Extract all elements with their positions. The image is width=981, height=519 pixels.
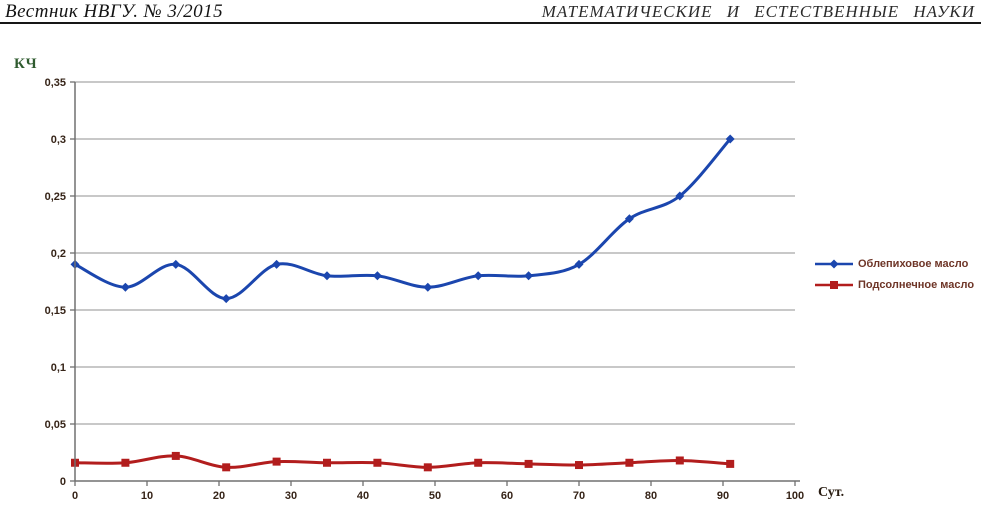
y-tick-label: 0,35	[45, 77, 66, 89]
data-point-square	[575, 461, 583, 470]
y-tick-label: 0,1	[51, 362, 66, 374]
data-point-square	[625, 458, 634, 467]
x-tick-labels: 0 10 20 30 40 50 60 70 80 90 100	[72, 481, 804, 502]
data-point-diamond	[524, 271, 534, 281]
data-point-diamond	[120, 282, 130, 292]
data-point-square	[121, 458, 130, 467]
gridlines	[75, 81, 795, 425]
square-marker-icon	[815, 281, 853, 289]
journal-title: Вестник НВГУ. № 3/2015	[5, 1, 224, 22]
x-tick-label: 60	[501, 490, 513, 502]
data-point-square	[373, 458, 382, 467]
journal-header: Вестник НВГУ. № 3/2015 МАТЕМАТИЧЕСКИЕ И …	[0, 0, 981, 22]
x-tick-label: 70	[573, 490, 585, 502]
x-tick-label: 20	[213, 490, 225, 502]
series-line-2	[73, 454, 732, 469]
data-point-square	[323, 458, 331, 467]
data-point-diamond	[473, 271, 483, 281]
y-tick-label: 0,25	[45, 191, 66, 203]
data-point-square	[524, 459, 533, 468]
data-point-diamond	[624, 214, 634, 224]
data-point-diamond	[322, 271, 332, 281]
x-tick-label: 40	[357, 490, 369, 502]
x-tick-label: 100	[786, 490, 804, 502]
x-tick-label: 0	[72, 490, 78, 502]
series-markers-1	[70, 134, 735, 304]
chart-legend: Облепиховое масло Подсолнечное масло	[815, 257, 974, 292]
y-tick-label: 0,2	[51, 248, 66, 260]
data-point-diamond	[675, 191, 685, 201]
data-point-square	[675, 456, 684, 465]
data-point-diamond	[272, 259, 282, 269]
x-tick-label: 30	[285, 490, 297, 502]
legend-item-1: Облепиховое масло	[815, 257, 974, 271]
data-point-diamond	[221, 294, 231, 304]
x-tick-label: 90	[717, 490, 729, 502]
data-point-square	[171, 451, 180, 460]
data-point-diamond	[423, 282, 433, 292]
data-point-diamond	[372, 271, 382, 281]
y-tick-label: 0	[60, 476, 66, 488]
legend-item-label: Подсолнечное масло	[858, 279, 975, 291]
y-axis-title: КЧ	[14, 56, 38, 72]
data-point-diamond	[725, 134, 735, 144]
x-tick-label: 80	[645, 490, 657, 502]
header-rule	[0, 22, 981, 24]
y-tick-label: 0,15	[45, 305, 66, 317]
y-tick-labels: 0 0,05 0,1 0,15 0,2 0,25 0,3 0,35	[45, 77, 75, 488]
series-markers-2	[71, 451, 735, 472]
legend-item-label: Облепиховое масло	[858, 258, 969, 270]
x-axis-title: Сут.	[818, 485, 845, 500]
data-point-square	[222, 463, 231, 472]
data-point-square	[423, 463, 432, 472]
journal-section-title: МАТЕМАТИЧЕСКИЕ И ЕСТЕСТВЕННЫЕ НАУКИ	[541, 2, 975, 21]
y-tick-label: 0,05	[45, 419, 66, 431]
data-point-square	[272, 457, 281, 466]
x-tick-label: 10	[141, 490, 153, 502]
x-tick-label: 50	[429, 490, 441, 502]
diamond-marker-icon	[815, 259, 853, 269]
legend-item-2: Подсолнечное масло	[815, 278, 974, 292]
data-point-diamond	[574, 259, 584, 269]
y-tick-label: 0,3	[51, 134, 66, 146]
data-point-diamond	[171, 259, 181, 269]
data-point-square	[474, 458, 483, 467]
data-point-square	[726, 459, 735, 468]
